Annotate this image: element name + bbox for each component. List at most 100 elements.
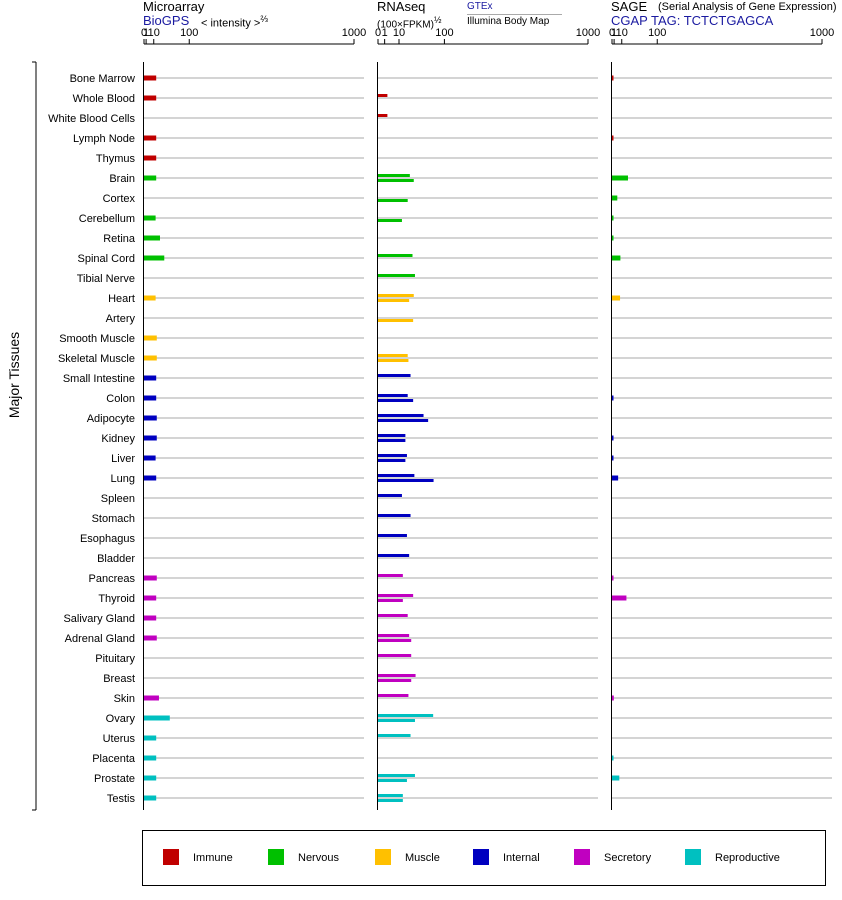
tissue-label: Small Intestine (63, 373, 135, 385)
bar-kidney (612, 435, 614, 441)
bar-colon (378, 399, 414, 402)
x-tick-label: 1000 (810, 27, 834, 39)
microarray-unit-exponent: ⅔ (260, 14, 268, 24)
sage-tag-label[interactable]: CGAP TAG: TCTCTGAGCA (611, 13, 774, 28)
bar-tibial-nerve (378, 274, 415, 277)
tissue-label: Cortex (103, 193, 136, 205)
bar-testis (378, 799, 403, 802)
tissue-label: Thymus (96, 153, 136, 165)
legend-label: Immune (193, 852, 233, 864)
bar-colon (144, 395, 157, 401)
tissue-label: Uterus (103, 733, 136, 745)
bar-cortex (378, 199, 408, 202)
bar-ovary (378, 714, 434, 717)
bar-whole-blood (144, 95, 157, 101)
bar-uterus (144, 735, 157, 741)
microarray-unit-label: < intensity >⅔ (201, 15, 268, 30)
gtex-link[interactable]: GTEx (467, 1, 493, 12)
tissue-label: Salivary Gland (63, 613, 135, 625)
bar-heart (378, 294, 414, 297)
tissue-label: Adrenal Gland (65, 633, 135, 645)
x-tick-label: 1 (143, 27, 149, 39)
x-tick-label: 0 (609, 27, 615, 39)
bar-liver (378, 459, 406, 462)
bar-esophagus (378, 534, 407, 537)
tissue-label: Esophagus (80, 533, 136, 545)
tissue-label: Retina (103, 233, 136, 245)
bar-skin (378, 694, 409, 697)
bar-kidney (378, 434, 406, 437)
bar-liver (378, 454, 407, 457)
bar-prostate (612, 775, 620, 781)
legend: Immune Nervous Muscle Internal Secretory Repr… (142, 830, 826, 886)
legend-swatch (574, 849, 590, 865)
legend-label: Secretory (604, 852, 652, 864)
bar-testis (144, 795, 157, 801)
legend-label: Internal (503, 852, 540, 864)
bar-uterus (378, 734, 411, 737)
tissue-label: White Blood Cells (48, 113, 135, 125)
tissue-label: Adipocyte (87, 413, 135, 425)
bar-brain (378, 179, 414, 182)
tissue-label: Skin (114, 693, 135, 705)
bar-bone-marrow (612, 75, 614, 81)
legend-swatch (268, 849, 284, 865)
tissue-label: Pituitary (95, 653, 135, 665)
bar-breast (378, 679, 412, 682)
tissue-label: Heart (108, 293, 135, 305)
legend-label: Nervous (298, 852, 339, 864)
bar-skeletal-muscle (378, 359, 409, 362)
tissue-label: Tibial Nerve (77, 273, 135, 285)
tissue-label: Smooth Muscle (59, 333, 135, 345)
bar-spleen (378, 494, 402, 497)
tissue-label: Lymph Node (73, 133, 135, 145)
bar-spinal-cord (144, 255, 165, 261)
tissue-label: Testis (107, 793, 136, 805)
bar-lung (144, 475, 157, 481)
bar-ovary (144, 715, 170, 721)
tissue-label: Lung (111, 473, 135, 485)
microarray-title: Microarray (143, 0, 205, 14)
bar-adrenal-gland (378, 634, 410, 637)
bar-placenta (612, 755, 614, 761)
bar-lymph-node (144, 135, 157, 141)
tissue-label: Colon (106, 393, 135, 405)
bar-colon (378, 394, 408, 397)
illumina-label: Illumina Body Map (467, 16, 550, 27)
x-tick-label: 10 (393, 27, 405, 39)
bar-retina (612, 235, 614, 241)
bar-thyroid (612, 595, 627, 601)
bar-liver (612, 455, 614, 461)
bar-heart (144, 295, 156, 301)
tissue-label: Bone Marrow (70, 73, 135, 85)
bar-cerebellum (144, 215, 156, 221)
tissue-label: Brain (109, 173, 135, 185)
bar-skeletal-muscle (144, 355, 157, 361)
biogps-label[interactable]: BioGPS (143, 13, 190, 28)
bar-adrenal-gland (144, 635, 157, 641)
bar-cerebellum (612, 215, 614, 221)
bar-thyroid (378, 594, 414, 597)
bar-cerebellum (378, 219, 402, 222)
tissue-label: Breast (103, 673, 135, 685)
bar-lung (378, 479, 434, 482)
bar-heart (612, 295, 621, 301)
bar-lung (378, 474, 415, 477)
bar-thyroid (378, 599, 403, 602)
y-axis-title: Major Tissues (6, 332, 22, 418)
bar-thyroid (144, 595, 157, 601)
bar-skin (144, 695, 159, 701)
bar-cortex (612, 195, 618, 201)
tissue-label: Skeletal Muscle (58, 353, 135, 365)
bar-thymus (144, 155, 157, 161)
bar-prostate (144, 775, 157, 781)
bar-skeletal-muscle (378, 354, 408, 357)
legend-swatch (685, 849, 701, 865)
x-tick-label: 100 (435, 27, 453, 39)
bar-testis (378, 794, 403, 797)
bar-lung (612, 475, 619, 481)
rnaseq-title: RNAseq (377, 0, 426, 14)
bar-bone-marrow (144, 75, 157, 81)
x-tick-label: 1000 (342, 27, 366, 39)
bar-prostate (378, 779, 407, 782)
